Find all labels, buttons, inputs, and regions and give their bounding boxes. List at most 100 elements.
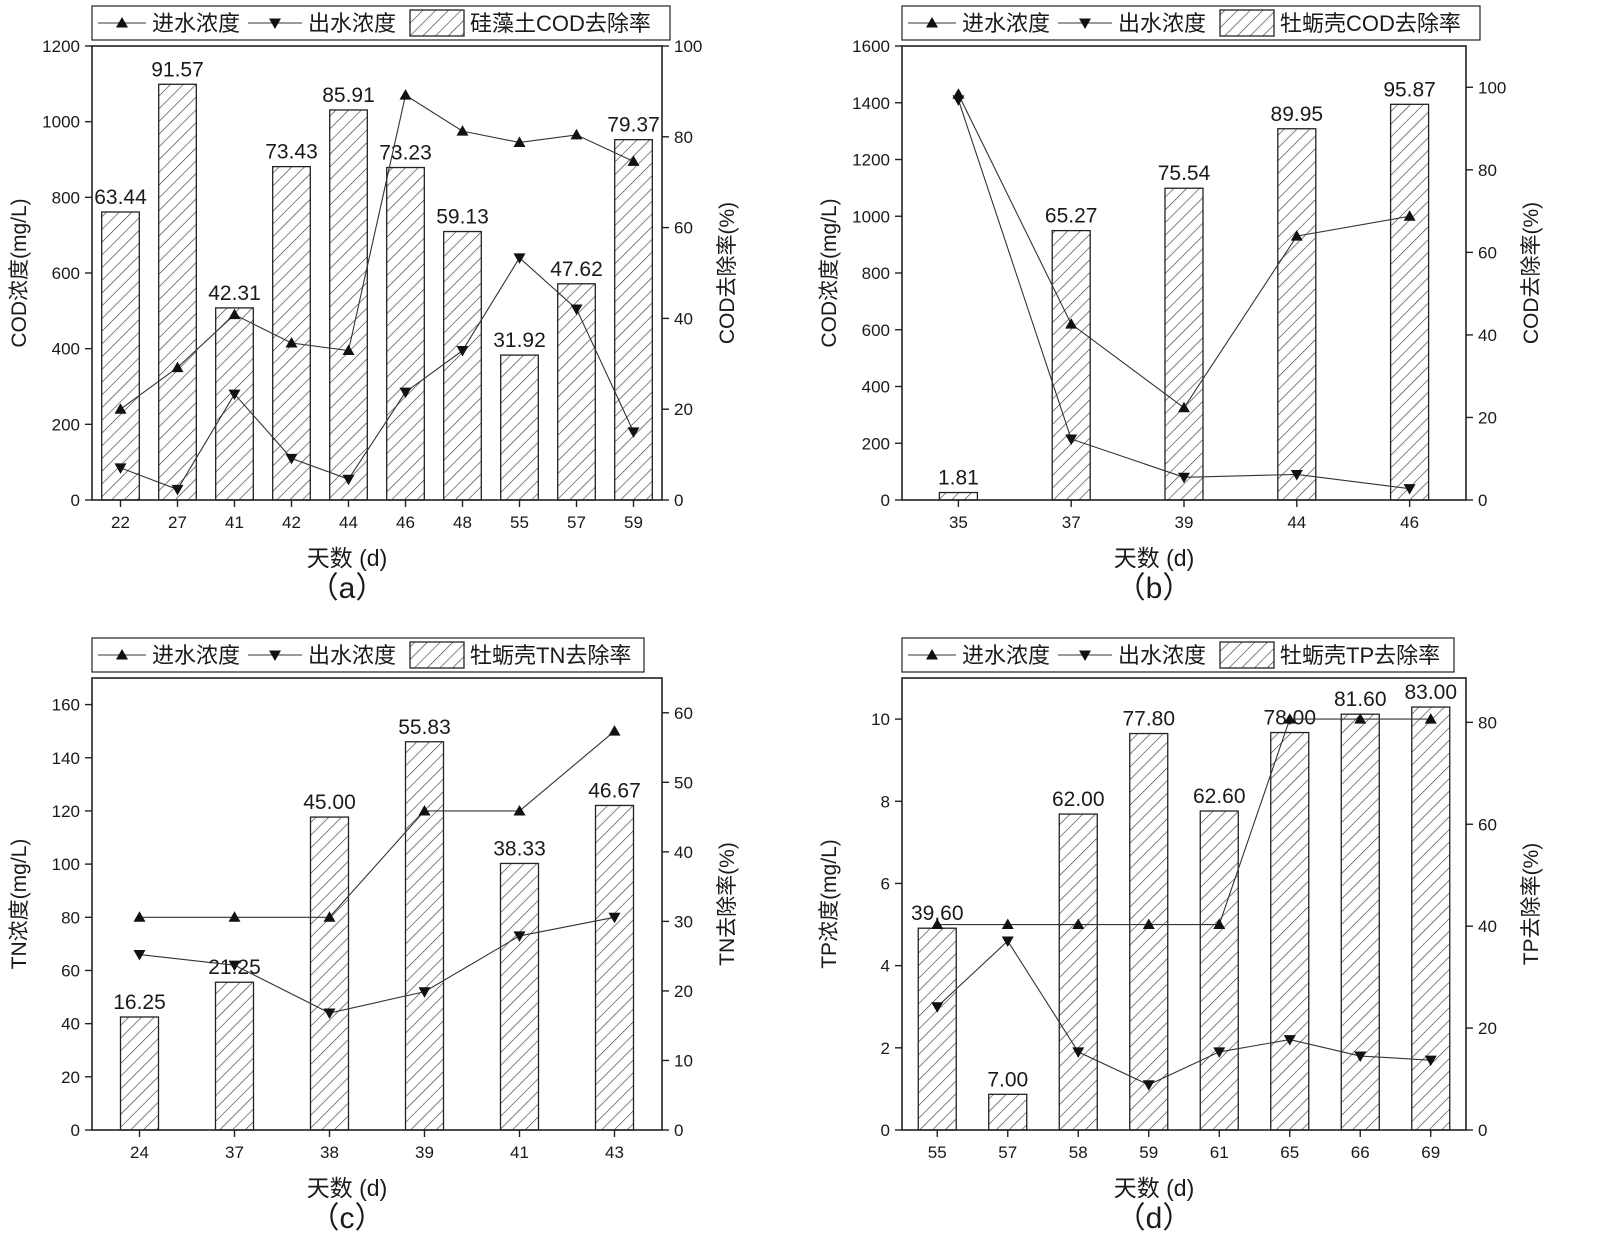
bar-value-label: 7.00 [987,1068,1028,1091]
legend-label-influent: 进水浓度 [962,11,1050,36]
effluent-point-59 [1142,1080,1155,1091]
x-tick-label-55: 55 [928,1143,947,1162]
x-tick-label-43: 43 [605,1143,624,1162]
bar-value-label: 45.00 [303,791,356,814]
bar-46 [1389,103,1430,501]
x-tick-label-41: 41 [225,513,244,532]
influent-point-66 [1354,713,1367,724]
x-tick-label-61: 61 [1210,1143,1229,1162]
bar-69 [1411,706,1451,1131]
y2-tick-label: 60 [674,219,693,238]
y-tick-label: 10 [871,710,890,729]
bar-value-label: 47.62 [550,258,603,281]
bar-value-label: 39.60 [911,902,964,925]
effluent-point-37 [228,960,241,972]
x-axis-title: 天数 (d) [1114,545,1195,571]
x-tick-label-41: 41 [510,1143,529,1162]
bar-38 [309,816,350,1131]
bar-value-label: 81.60 [1334,688,1387,711]
y-tick-label: 2 [881,1039,890,1058]
x-tick-label-58: 58 [1069,1143,1088,1162]
bar-42 [272,165,311,501]
x-tick-label-37: 37 [1062,513,1081,532]
y2-tick-label: 40 [1478,326,1497,345]
y2-axis-title: TN去除率(%) [716,842,739,966]
bar-55 [500,354,539,501]
legend-label-effluent: 出水浓度 [308,11,396,36]
bar-value-label: 85.91 [322,84,375,107]
effluent-point-66 [1354,1051,1367,1063]
legend: 进水浓度 出水浓度 牡蛎壳TN去除率 [91,637,645,673]
legend-marker-effluent [1079,18,1091,29]
legend-label-bars: 牡蛎壳COD去除率 [1280,11,1461,36]
legend-marker-influent [116,649,128,660]
y-tick-label: 8 [881,792,890,811]
y-axis-title: COD浓度(mg/L) [818,198,841,347]
y-tick-label: 6 [881,874,890,893]
effluent-point-69 [1424,1055,1437,1067]
x-tick-label-38: 38 [320,1143,339,1162]
y-tick-label: 40 [61,1015,80,1034]
y-tick-label: 1600 [852,37,890,56]
bar-value-label: 73.23 [379,142,432,165]
bar-43 [594,804,635,1131]
influent-point-37 [1065,318,1078,329]
influent-point-55 [931,918,944,930]
effluent-line [139,916,615,1014]
y-tick-label: 80 [61,908,80,927]
y2-tick-label: 40 [674,309,693,328]
chart-panel-1: 63.44 91.57 42.31 73.43 85.91 73.23 59.13 31.92… [8,5,739,605]
legend-marker-effluent [1079,650,1091,661]
y2-tick-label: 0 [1478,1121,1487,1140]
y2-tick-label: 20 [1478,1019,1497,1038]
x-tick-label-55: 55 [510,513,529,532]
legend: 进水浓度 出水浓度 牡蛎壳TP去除率 [901,637,1455,673]
y-tick-label: 0 [71,491,80,510]
legend: 进水浓度 出水浓度 牡蛎壳COD去除率 [901,5,1481,41]
influent-point-41 [513,804,526,816]
effluent-line [120,257,634,491]
influent-point-69 [1424,713,1437,724]
bar-48 [443,230,482,501]
influent-point-59 [627,155,640,166]
effluent-point-46 [1403,484,1416,495]
panel-label: （c） [310,1202,385,1235]
legend-swatch-bars [1219,9,1275,37]
legend-label-influent: 进水浓度 [962,643,1050,668]
y2-tick-label: 40 [674,843,693,862]
x-tick-label-42: 42 [282,513,301,532]
bar-value-label: 42.31 [208,282,261,305]
x-tick-label-35: 35 [949,513,968,532]
bar-value-label: 79.37 [607,114,660,137]
bar-57 [557,283,596,501]
effluent-point-37 [1065,434,1078,445]
bar-58 [1058,813,1098,1131]
bar-value-label: 16.25 [113,991,166,1014]
y2-tick-label: 80 [1478,713,1497,732]
bar-value-label: 59.13 [436,206,489,229]
legend-label-effluent: 出水浓度 [308,643,396,668]
y-tick-label: 20 [61,1068,80,1087]
bar-value-label: 75.54 [1158,162,1211,185]
x-tick-label-48: 48 [453,513,472,532]
effluent-point-55 [931,1002,944,1013]
effluent-point-59 [627,427,640,438]
influent-point-24 [133,911,146,922]
bar-value-label: 31.92 [493,329,546,352]
y2-tick-label: 40 [1478,917,1497,936]
x-tick-label-44: 44 [339,513,358,532]
bar-66 [1340,713,1380,1131]
x-axis-title: 天数 (d) [1114,1175,1195,1201]
y-tick-label: 200 [862,434,890,453]
y-tick-label: 160 [52,696,80,715]
y-tick-label: 600 [52,264,80,283]
bar-24 [119,1016,160,1131]
effluent-point-55 [513,253,526,264]
effluent-point-58 [1072,1047,1085,1058]
x-tick-label-24: 24 [130,1143,149,1162]
x-tick-label-39: 39 [415,1143,434,1162]
legend-label-bars: 牡蛎壳TP去除率 [1280,643,1440,668]
chart-panel-2: 1.8165.2775.5489.9595.870200400600800100… [818,5,1543,605]
bar-value-label: 83.00 [1404,681,1457,704]
